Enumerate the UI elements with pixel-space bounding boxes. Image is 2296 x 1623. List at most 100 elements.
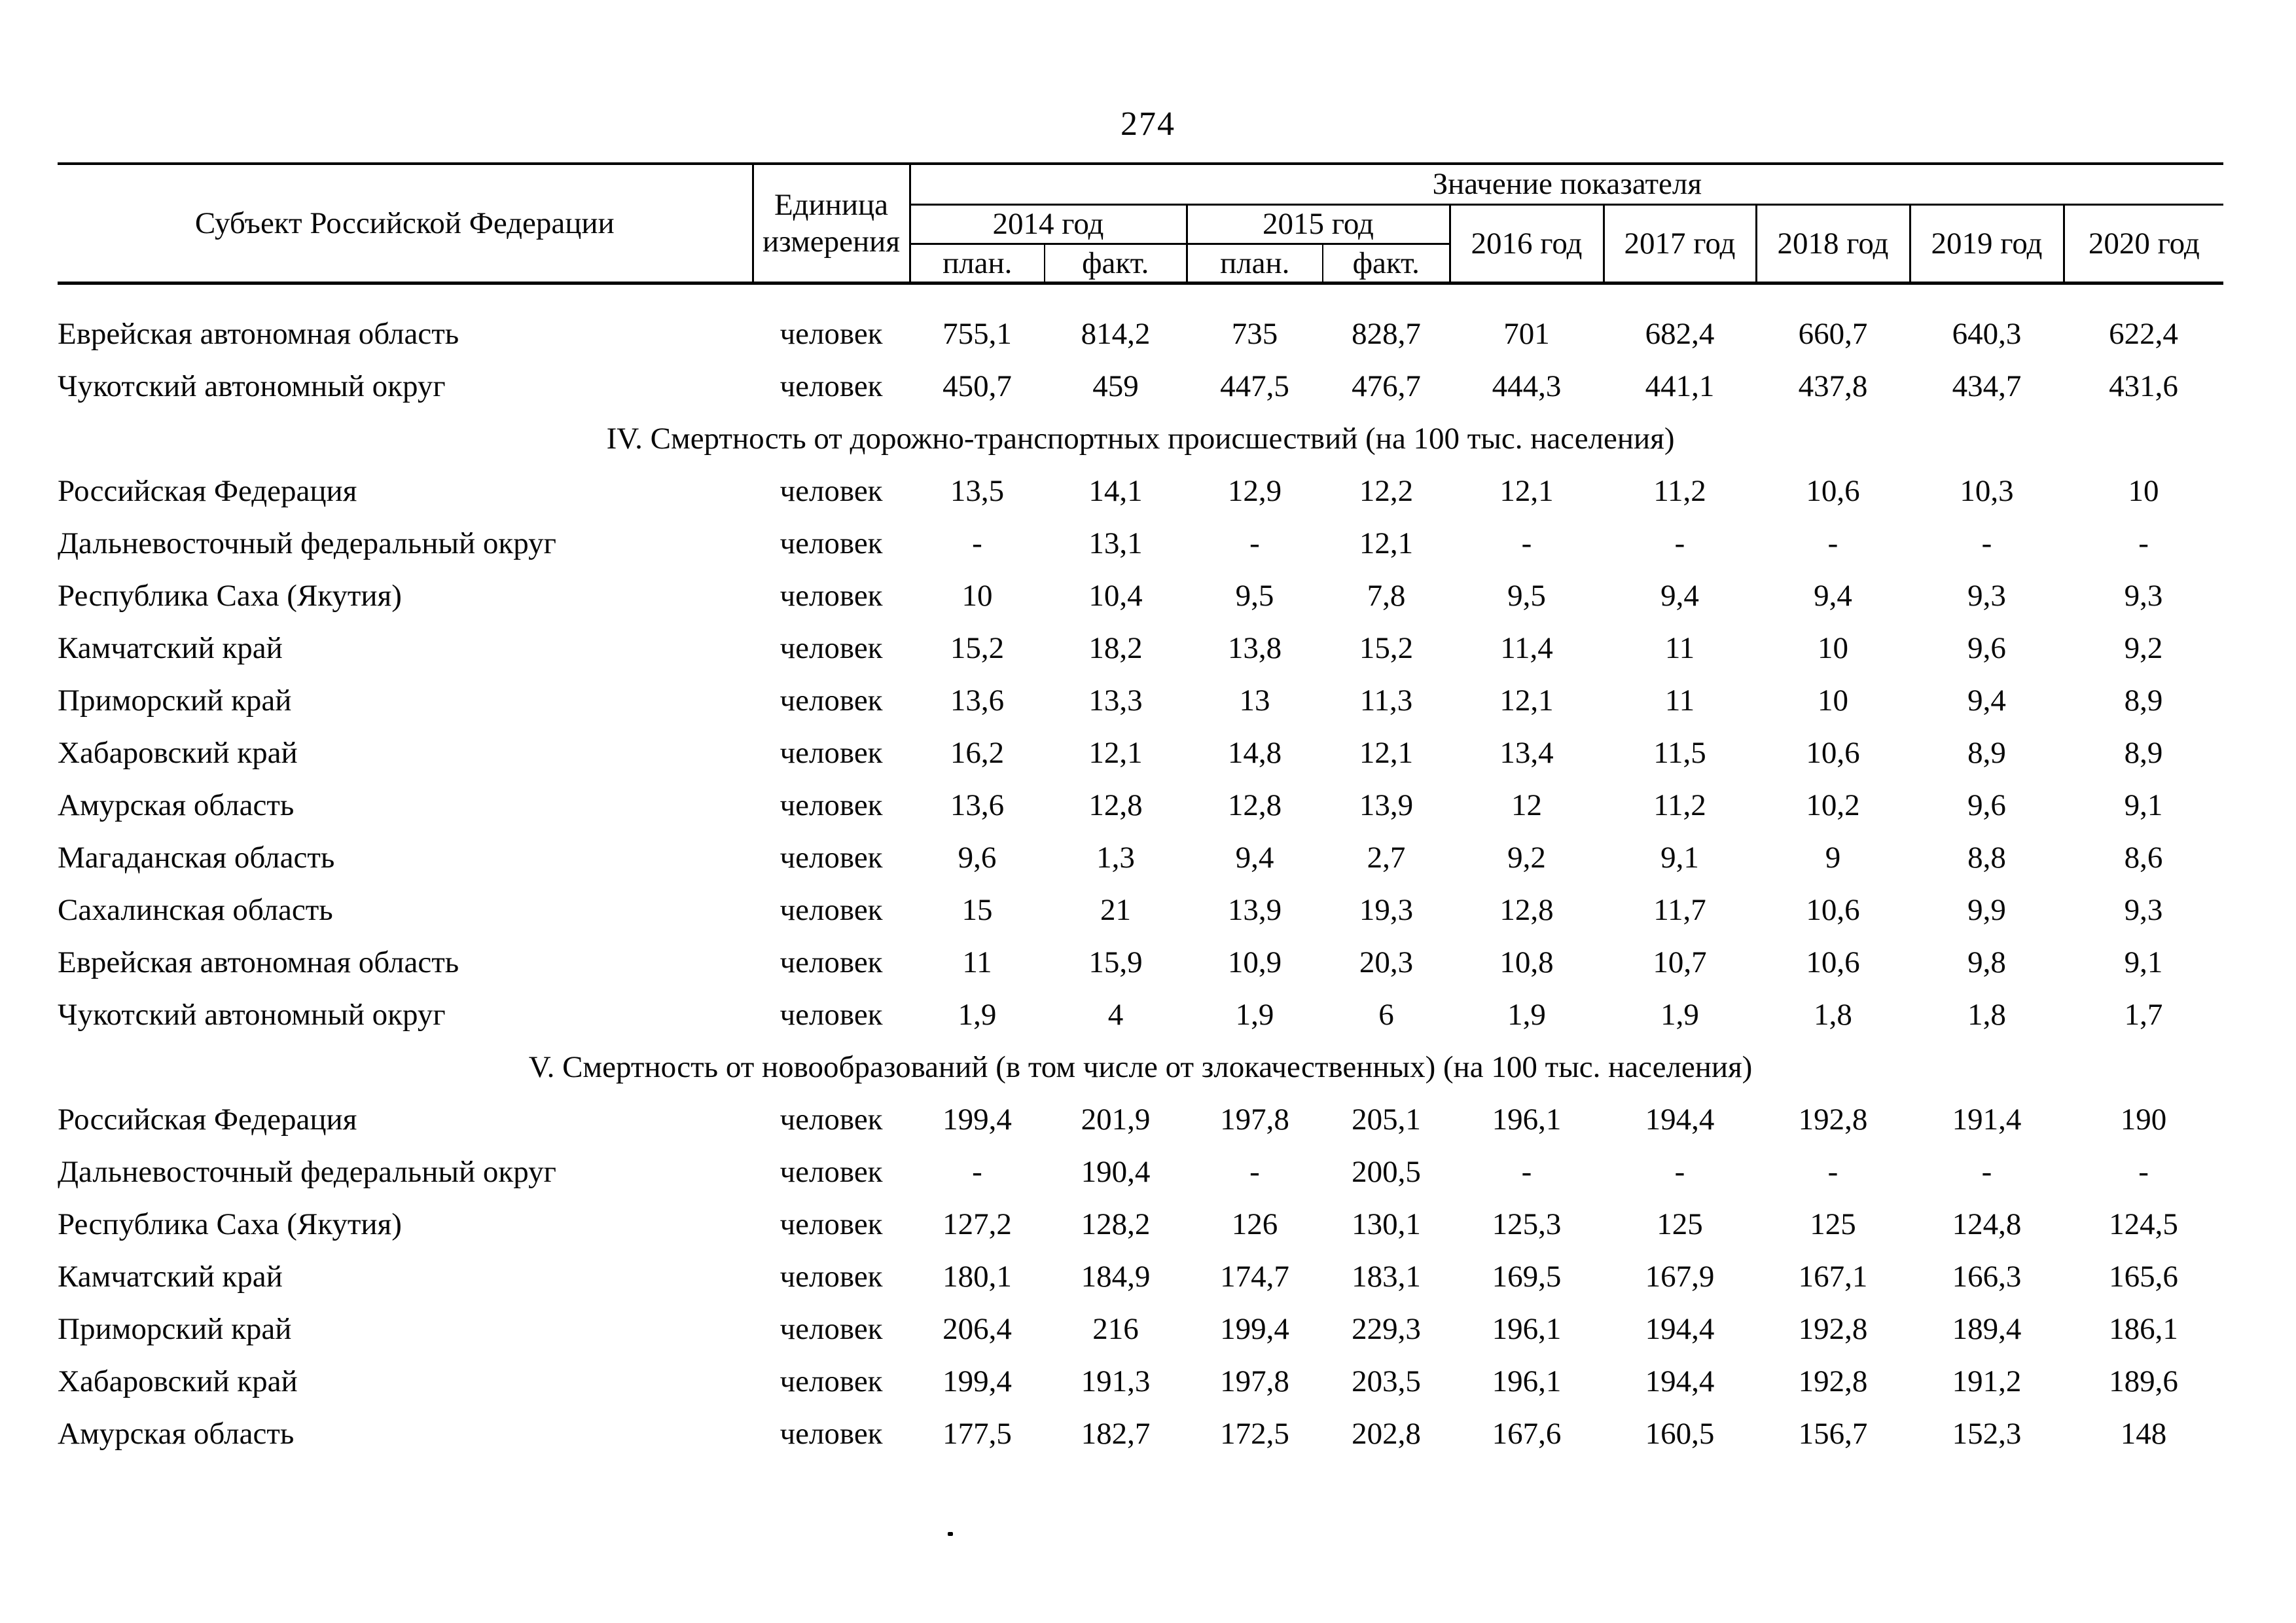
value-cell: 1,7 bbox=[2124, 998, 2163, 1032]
value-cell: 13,1 bbox=[1088, 526, 1143, 561]
value-cell: 12,8 bbox=[1227, 788, 1282, 823]
unit-cell: человек bbox=[780, 684, 883, 718]
value-cell: 199,4 bbox=[942, 1103, 1012, 1137]
table-row: Дальневосточный федеральный округ человек… bbox=[58, 517, 2223, 570]
table-header: Субъект Российской Федерации Единица изм… bbox=[58, 164, 2224, 285]
header-year-2018: 2018 год bbox=[1756, 204, 1911, 285]
value-cell: 156,7 bbox=[1798, 1417, 1868, 1451]
value-cell: 1,8 bbox=[1967, 998, 2006, 1032]
unit-cell: человек bbox=[780, 1312, 883, 1347]
unit-cell: человек bbox=[780, 1260, 883, 1294]
value-cell: 441,1 bbox=[1645, 369, 1715, 404]
value-cell: 192,8 bbox=[1798, 1312, 1868, 1347]
unit-cell: человек bbox=[780, 526, 883, 561]
value-cell: 10,7 bbox=[1653, 945, 1707, 980]
value-cell: 755,1 bbox=[942, 317, 1012, 352]
unit-cell: человек bbox=[780, 736, 883, 771]
region-name: Республика Саха (Якутия) bbox=[58, 579, 402, 613]
value-cell: 9,2 bbox=[1507, 841, 1546, 875]
value-cell: 10,6 bbox=[1806, 945, 1860, 980]
value-cell: 191,3 bbox=[1081, 1364, 1151, 1399]
value-cell: 12,1 bbox=[1359, 736, 1414, 771]
value-cell: 13 bbox=[1239, 684, 1270, 718]
value-cell: 11,2 bbox=[1653, 474, 1706, 509]
value-cell: 177,5 bbox=[942, 1417, 1012, 1451]
unit-cell: человек bbox=[780, 893, 883, 928]
table-row: Камчатский край человек 180,1 184,9 174,7 183… bbox=[58, 1250, 2223, 1303]
value-cell: 18,2 bbox=[1088, 631, 1143, 666]
value-cell: 8,9 bbox=[2124, 684, 2163, 718]
value-cell: 11,5 bbox=[1653, 736, 1706, 771]
value-cell: 701 bbox=[1503, 317, 1550, 352]
unit-cell: человек bbox=[780, 788, 883, 823]
value-cell: 10,6 bbox=[1806, 736, 1860, 771]
value-cell: 11 bbox=[1664, 631, 1695, 666]
header-year-2015: 2015 год bbox=[1187, 204, 1451, 245]
header-plan-2014: план. bbox=[910, 244, 1045, 285]
unit-cell: человек bbox=[780, 579, 883, 613]
unit-cell: человек bbox=[780, 317, 883, 352]
value-cell: 9,4 bbox=[1967, 684, 2006, 718]
table-row: Амурская область человек 177,5 182,7 172,5 20… bbox=[58, 1408, 2223, 1460]
value-cell: 166,3 bbox=[1952, 1260, 2022, 1294]
value-cell: 437,8 bbox=[1798, 369, 1868, 404]
table-row: Приморский край человек 13,6 13,3 13 11,3 12,1… bbox=[58, 674, 2223, 727]
value-cell: - bbox=[2138, 526, 2149, 561]
unit-cell: человек bbox=[780, 369, 883, 404]
table-row: Республика Саха (Якутия) человек 127,2 128,… bbox=[58, 1198, 2223, 1250]
header-year-2020: 2020 год bbox=[2064, 204, 2224, 285]
value-cell: 10 bbox=[961, 579, 993, 613]
value-cell: 191,4 bbox=[1952, 1103, 2022, 1137]
value-cell: 19,3 bbox=[1359, 893, 1414, 928]
value-cell: 200,5 bbox=[1352, 1155, 1421, 1190]
value-cell: 194,4 bbox=[1645, 1103, 1715, 1137]
value-cell: 167,9 bbox=[1645, 1260, 1715, 1294]
value-cell: 9 bbox=[1825, 841, 1841, 875]
value-cell: 196,1 bbox=[1492, 1103, 1562, 1137]
region-name: Еврейская автономная область bbox=[58, 945, 459, 980]
value-cell: 184,9 bbox=[1081, 1260, 1151, 1294]
region-name: Сахалинская область bbox=[58, 893, 333, 928]
value-cell: - bbox=[1827, 1155, 1839, 1190]
table-row: Республика Саха (Якутия) человек 10 10,4 9,5… bbox=[58, 570, 2223, 622]
value-cell: - bbox=[1981, 526, 1992, 561]
value-cell: 160,5 bbox=[1645, 1417, 1715, 1451]
value-cell: 9,1 bbox=[2124, 788, 2163, 823]
value-cell: - bbox=[1674, 526, 1685, 561]
value-cell: 15 bbox=[961, 893, 993, 928]
value-cell: 8,8 bbox=[1967, 841, 2006, 875]
value-cell: 1,9 bbox=[1235, 998, 1274, 1032]
value-cell: 1,9 bbox=[958, 998, 997, 1032]
value-cell: 199,4 bbox=[1220, 1312, 1289, 1347]
value-cell: 9,3 bbox=[2124, 579, 2163, 613]
value-cell: 1,8 bbox=[1814, 998, 1852, 1032]
value-cell: 12,1 bbox=[1499, 684, 1554, 718]
value-cell: 126 bbox=[1231, 1207, 1278, 1242]
value-cell: 11 bbox=[962, 945, 992, 980]
header-fact-2015: факт. bbox=[1323, 244, 1451, 285]
value-cell: 10 bbox=[1818, 684, 1848, 718]
value-cell: 169,5 bbox=[1492, 1260, 1562, 1294]
value-cell: 191,2 bbox=[1952, 1364, 2022, 1399]
header-unit: Единица измерения bbox=[753, 164, 911, 285]
value-cell: 1,3 bbox=[1096, 841, 1135, 875]
value-cell: 476,7 bbox=[1352, 369, 1421, 404]
value-cell: 10,8 bbox=[1499, 945, 1554, 980]
value-cell: 125 bbox=[1657, 1207, 1703, 1242]
value-cell: 828,7 bbox=[1352, 317, 1421, 352]
value-cell: 12,2 bbox=[1359, 474, 1414, 509]
region-name: Амурская область bbox=[58, 1417, 295, 1451]
value-cell: 1,9 bbox=[1507, 998, 1546, 1032]
value-cell: 682,4 bbox=[1645, 317, 1715, 352]
value-cell: 11,2 bbox=[1653, 788, 1706, 823]
value-cell: 15,2 bbox=[950, 631, 1005, 666]
value-cell: 13,6 bbox=[950, 788, 1005, 823]
region-name: Чукотский автономный округ bbox=[58, 998, 446, 1032]
header-plan-2015: план. bbox=[1187, 244, 1323, 285]
region-name: Чукотский автономный округ bbox=[58, 369, 446, 404]
value-cell: 21 bbox=[1100, 893, 1131, 928]
value-cell: 10,3 bbox=[1960, 474, 2014, 509]
value-cell: 8,9 bbox=[1967, 736, 2006, 771]
header-year-2019: 2019 год bbox=[1910, 204, 2065, 285]
region-name: Приморский край bbox=[58, 1312, 292, 1347]
